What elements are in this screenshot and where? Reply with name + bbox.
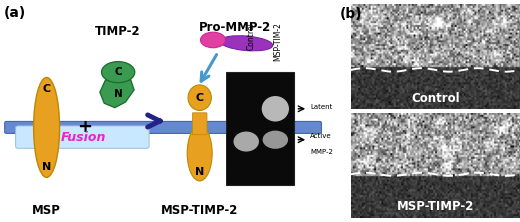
FancyBboxPatch shape — [5, 121, 321, 133]
Ellipse shape — [201, 32, 226, 48]
Text: MSP-TIM-2: MSP-TIM-2 — [274, 22, 282, 61]
Ellipse shape — [263, 131, 288, 149]
Text: Fusion: Fusion — [60, 131, 106, 144]
Text: Pro-MMP-2: Pro-MMP-2 — [199, 21, 271, 34]
Text: MSP: MSP — [32, 204, 61, 217]
FancyBboxPatch shape — [192, 113, 207, 135]
Ellipse shape — [187, 125, 212, 181]
Text: MSP-TIMP-2: MSP-TIMP-2 — [397, 200, 474, 213]
Text: (a): (a) — [3, 6, 25, 20]
Text: C: C — [196, 93, 204, 103]
Ellipse shape — [101, 61, 135, 83]
Text: N: N — [195, 167, 204, 177]
Text: MMP-2: MMP-2 — [310, 149, 333, 155]
Ellipse shape — [220, 36, 272, 51]
Text: C: C — [114, 67, 122, 77]
Text: C: C — [43, 83, 50, 94]
Text: Latent: Latent — [310, 104, 332, 110]
Text: =: = — [228, 111, 244, 131]
Text: Control: Control — [411, 92, 460, 105]
Text: N: N — [42, 162, 51, 172]
Text: Active: Active — [310, 133, 332, 139]
Text: Control: Control — [246, 22, 255, 50]
Ellipse shape — [188, 85, 211, 111]
Text: (b): (b) — [339, 7, 362, 21]
Ellipse shape — [262, 96, 289, 121]
Text: MSP-TIMP-2: MSP-TIMP-2 — [161, 204, 238, 217]
Text: TIMP-2: TIMP-2 — [95, 25, 141, 38]
Text: N: N — [114, 89, 123, 99]
Ellipse shape — [233, 131, 259, 152]
FancyBboxPatch shape — [16, 126, 149, 148]
Ellipse shape — [34, 77, 60, 177]
Polygon shape — [100, 80, 134, 108]
Bar — [226, 72, 294, 185]
Text: +: + — [77, 118, 93, 137]
